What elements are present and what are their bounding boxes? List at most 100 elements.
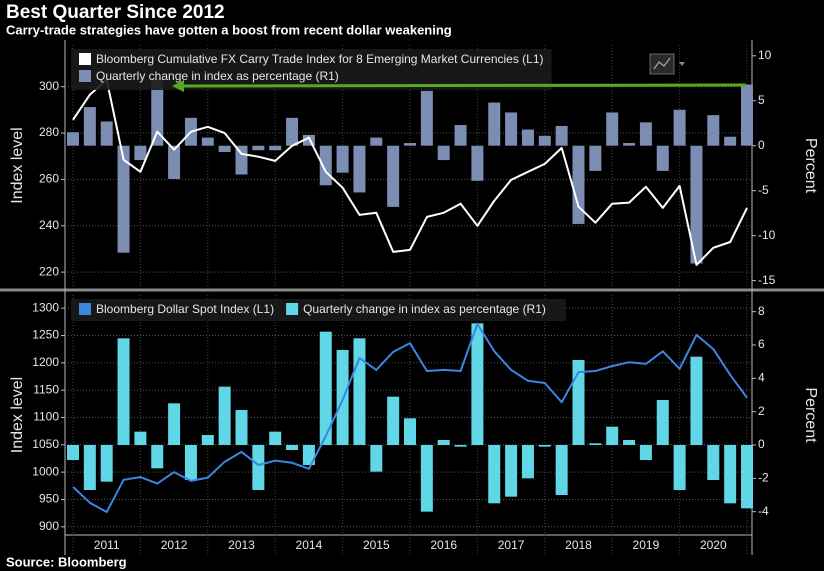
bar xyxy=(134,431,147,445)
bar xyxy=(471,323,484,445)
y-tick-label: 1150 xyxy=(33,382,59,396)
bar xyxy=(690,145,703,264)
y-tick-label: 1100 xyxy=(33,410,59,424)
x-tick-label: 2020 xyxy=(700,538,727,552)
line xyxy=(72,78,748,266)
y2-tick-label: 2 xyxy=(758,404,765,418)
bar xyxy=(538,445,551,447)
x-tick-label: 2016 xyxy=(430,538,457,552)
bar xyxy=(707,115,720,146)
bar xyxy=(606,112,619,146)
bar xyxy=(505,112,518,146)
legend-swatch xyxy=(79,303,91,315)
bar xyxy=(302,445,315,465)
bar xyxy=(724,445,737,504)
bar xyxy=(353,338,366,445)
bar xyxy=(151,445,164,469)
bar xyxy=(184,445,197,480)
legend-label: Bloomberg Dollar Spot Index (L1) xyxy=(96,302,274,316)
y-tick-label: 280 xyxy=(39,125,59,139)
bar xyxy=(656,145,669,171)
bar xyxy=(488,102,501,146)
bar xyxy=(538,135,551,146)
legend-label: Quarterly change in index as percentage … xyxy=(96,69,339,83)
x-tick-label: 2015 xyxy=(363,538,390,552)
y-tick-label: 260 xyxy=(39,172,59,186)
y2-tick-label: -2 xyxy=(758,471,769,485)
legend: Bloomberg Dollar Spot Index (L1) Quarterl… xyxy=(71,299,566,321)
y-tick-label: 300 xyxy=(39,79,59,93)
bar xyxy=(117,338,130,445)
bar xyxy=(639,445,652,460)
bar xyxy=(623,440,636,445)
y2-tick-label: 0 xyxy=(758,437,765,451)
x-tick-label: 2014 xyxy=(296,538,323,552)
bar xyxy=(353,145,366,193)
bar xyxy=(336,145,349,173)
bar xyxy=(286,117,299,146)
source: Source: Bloomberg xyxy=(6,554,127,569)
bar xyxy=(252,445,265,490)
chart-subtitle: Carry-trade strategies have gotten a boo… xyxy=(6,22,452,37)
bar xyxy=(673,109,686,146)
bar xyxy=(724,136,737,146)
bar xyxy=(572,145,585,224)
legend-label: Quarterly change in index as percentage … xyxy=(303,302,546,316)
bar xyxy=(286,445,299,450)
y-tick-label: 1300 xyxy=(32,300,59,314)
bar xyxy=(589,145,602,171)
legend-label: Bloomberg Cumulative FX Carry Trade Inde… xyxy=(96,52,544,66)
line xyxy=(72,323,748,513)
bar xyxy=(589,443,602,445)
y-tick-label: 1250 xyxy=(32,328,59,342)
annotation-arrow xyxy=(179,83,747,88)
y-axis-title: Index level xyxy=(9,127,26,204)
bar xyxy=(420,445,433,512)
x-tick-label: 2018 xyxy=(565,538,592,552)
annotation-arrowhead xyxy=(172,80,184,92)
y2-tick-label: 10 xyxy=(758,48,772,62)
bar xyxy=(168,145,181,179)
x-tick-label: 2019 xyxy=(633,538,660,552)
bar xyxy=(437,440,450,445)
chart-title: Best Quarter Since 2012 xyxy=(6,2,225,23)
bar xyxy=(269,431,282,445)
y-tick-label: 1050 xyxy=(32,437,59,451)
y2-tick-label: -4 xyxy=(758,504,769,518)
bar xyxy=(218,386,231,445)
legend-swatch xyxy=(79,53,91,65)
bar xyxy=(319,145,332,186)
legend: Bloomberg Cumulative FX Carry Trade Inde… xyxy=(71,49,552,90)
x-tick-label: 2017 xyxy=(498,538,525,552)
y2-tick-label: 4 xyxy=(758,371,765,385)
y2-tick-label: 0 xyxy=(758,138,765,152)
bar xyxy=(521,445,534,479)
bar xyxy=(404,418,416,445)
bar xyxy=(269,145,282,151)
bar xyxy=(488,445,501,504)
x-tick-label: 2013 xyxy=(228,538,255,552)
y-tick-label: 1000 xyxy=(32,464,59,478)
bar xyxy=(168,403,181,445)
bar xyxy=(235,145,248,175)
bar xyxy=(404,143,416,146)
y2-axis-title: Percent xyxy=(802,387,819,443)
bar xyxy=(606,426,619,445)
x-tick-label: 2012 xyxy=(161,538,188,552)
bar xyxy=(572,360,585,445)
y2-tick-label: 8 xyxy=(758,304,765,318)
bar xyxy=(151,78,164,146)
bar xyxy=(370,445,383,472)
bar xyxy=(639,122,652,146)
y2-tick-label: 5 xyxy=(758,93,765,107)
y-tick-label: 950 xyxy=(39,492,59,506)
legend-swatch xyxy=(286,303,299,315)
x-tick-label: 2011 xyxy=(94,538,120,552)
bar xyxy=(319,331,332,445)
y-tick-label: 900 xyxy=(39,519,59,533)
y2-tick-label: -15 xyxy=(758,273,776,287)
bar xyxy=(454,445,467,447)
bar xyxy=(201,435,214,445)
